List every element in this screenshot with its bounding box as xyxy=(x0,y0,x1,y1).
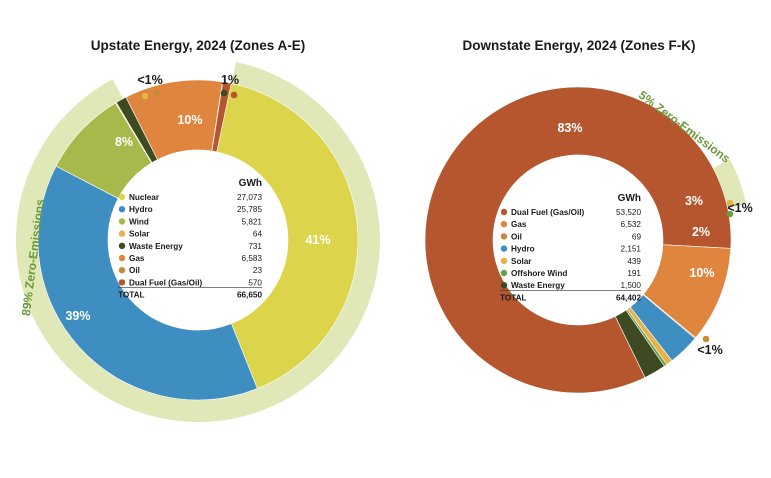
legend-label-gas: Gas xyxy=(511,220,527,229)
legend-swatch-dual-fuel-gas-oil xyxy=(118,279,126,286)
legend-label-waste-energy: Waste Energy xyxy=(129,242,183,251)
percent-label: 2% xyxy=(692,225,710,239)
percent-label: 10% xyxy=(177,113,202,127)
legend-label-oil: Oil xyxy=(129,266,140,275)
label-marker-dot xyxy=(220,89,228,97)
percent-label: 3% xyxy=(685,194,703,208)
legend-swatch-oil xyxy=(500,233,508,240)
donut-hole xyxy=(108,150,288,330)
legend-label-oil: Oil xyxy=(511,232,522,241)
legend-total-label: TOTAL xyxy=(118,291,145,300)
donut-hole xyxy=(493,155,663,325)
legend-swatch-nuclear xyxy=(118,193,126,201)
legend-value-gas: 6,532 xyxy=(621,220,642,229)
legend-total-label: TOTAL xyxy=(500,293,527,302)
legend-swatch-offshore-wind xyxy=(500,269,508,277)
legend-label-hydro: Hydro xyxy=(511,245,535,254)
legend-value-gas: 6,583 xyxy=(242,254,263,263)
percent-label: 10% xyxy=(689,266,714,280)
downstate-title: Downstate Energy, 2024 (Zones F-K) xyxy=(462,38,695,53)
label-marker-dot xyxy=(141,92,149,100)
percent-label: <1% xyxy=(697,343,722,357)
percent-label: 83% xyxy=(557,121,582,135)
zero-emissions-ring xyxy=(713,159,747,209)
legend-label-solar: Solar xyxy=(129,230,150,239)
legend-value-oil: 69 xyxy=(632,232,642,241)
legend-label-wind: Wind xyxy=(129,217,149,226)
legend-swatch-dual-fuel-gas-oil xyxy=(500,208,508,216)
legend-value-solar: 439 xyxy=(627,257,641,266)
legend-label-dual-fuel-gas-oil: Dual Fuel (Gas/Oil) xyxy=(129,278,203,287)
legend-swatch-gas xyxy=(500,221,508,228)
label-marker-dot xyxy=(230,91,238,99)
upstate-donut-chart: 41%39%8%10%<1% 1%89% Zero-EmissionsGWhNuc… xyxy=(16,61,381,422)
legend-swatch-waste-energy xyxy=(118,242,126,249)
legend-value-dual-fuel-gas-oil: 53,520 xyxy=(616,208,641,217)
legend-label-hydro: Hydro xyxy=(129,205,153,214)
legend-value-dual-fuel-gas-oil: 570 xyxy=(248,278,262,287)
legend-label-solar: Solar xyxy=(511,257,532,266)
label-marker-dot xyxy=(726,210,734,218)
legend-value-nuclear: 27,073 xyxy=(237,193,262,202)
upstate-title: Upstate Energy, 2024 (Zones A-E) xyxy=(91,38,306,53)
percent-label: 8% xyxy=(115,135,133,149)
legend-swatch-gas xyxy=(118,254,126,262)
legend-value-waste-energy: 1,500 xyxy=(621,281,642,290)
percent-label: <1% xyxy=(137,73,162,87)
legend-value-solar: 64 xyxy=(253,230,263,239)
legend-total-value: 66,650 xyxy=(237,291,262,300)
legend-label-gas: Gas xyxy=(129,254,145,263)
legend-value-hydro: 25,785 xyxy=(237,205,262,214)
legend-value-oil: 23 xyxy=(253,266,263,275)
legend-label-dual-fuel-gas-oil: Dual Fuel (Gas/Oil) xyxy=(511,208,585,217)
legend-swatch-waste-energy xyxy=(500,282,508,289)
legend-value-wind: 5,821 xyxy=(242,217,263,226)
label-marker-dot xyxy=(702,335,710,343)
legend-value-offshore-wind: 191 xyxy=(627,269,641,278)
percent-label: 39% xyxy=(65,309,90,323)
percent-label: 1% xyxy=(221,73,239,87)
legend-total-value: 64,402 xyxy=(616,293,641,302)
legend-unit-header: GWh xyxy=(618,193,641,204)
legend-label-waste-energy: Waste Energy xyxy=(511,281,565,290)
percent-label: <1% xyxy=(727,201,752,215)
legend-swatch-hydro xyxy=(118,206,126,213)
legend-value-hydro: 2,151 xyxy=(621,245,642,254)
downstate-donut-chart: 83%3% <1%2%10%<1%5% Zero-EmissionsGWhDual… xyxy=(424,86,753,394)
legend-swatch-solar xyxy=(500,257,508,264)
legend-swatch-wind xyxy=(118,218,126,225)
legend-unit-header: GWh xyxy=(239,178,262,189)
legend-label-nuclear: Nuclear xyxy=(129,193,160,202)
legend-value-waste-energy: 731 xyxy=(248,242,262,251)
percent-label: 41% xyxy=(305,233,330,247)
legend-label-offshore-wind: Offshore Wind xyxy=(511,269,567,278)
label-marker-dot xyxy=(153,89,161,97)
legend-swatch-oil xyxy=(118,267,126,274)
legend-swatch-solar xyxy=(118,230,126,237)
label-marker-dot xyxy=(726,199,734,207)
legend-swatch-hydro xyxy=(500,245,508,252)
